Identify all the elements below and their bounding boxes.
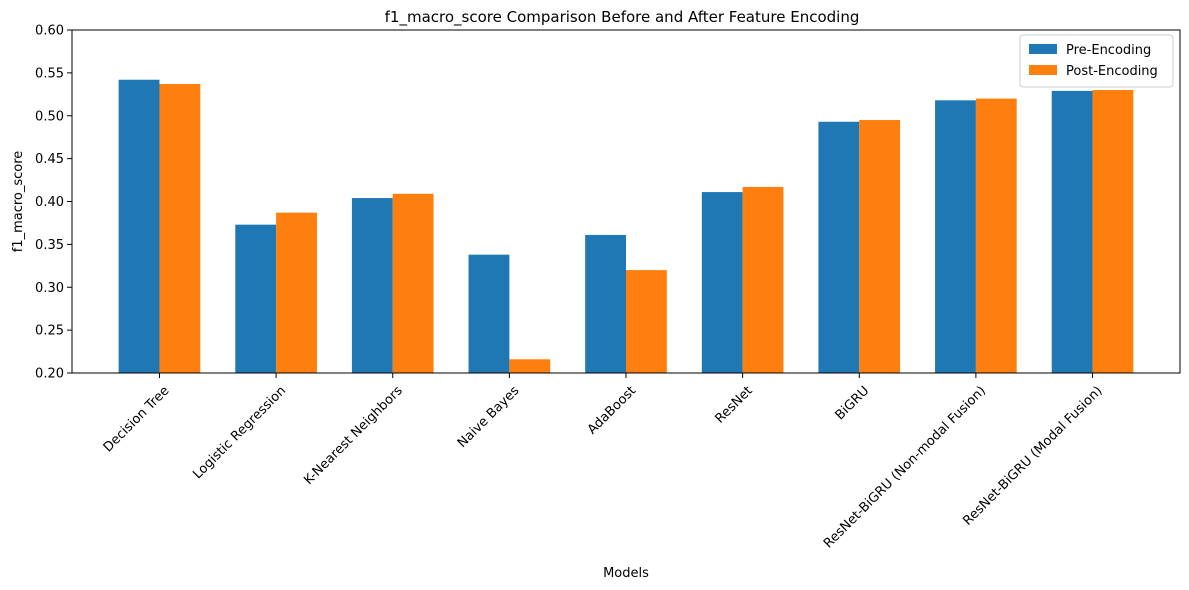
y-tick-label: 0.45 — [35, 152, 64, 167]
bar-post-encoding — [975, 98, 1017, 373]
bars-group — [118, 79, 1134, 374]
bar-post-encoding — [509, 359, 551, 373]
bar-post-encoding — [859, 120, 901, 373]
bar-post-encoding — [392, 193, 434, 373]
bar-pre-encoding — [935, 100, 976, 373]
bar-post-encoding — [626, 270, 667, 373]
x-tick-label: Decision Tree — [101, 383, 173, 455]
bar-pre-encoding — [818, 121, 860, 373]
legend-label: Post-Encoding — [1066, 64, 1158, 79]
y-tick-label: 0.25 — [35, 324, 64, 339]
bar-pre-encoding — [701, 192, 743, 373]
x-tick-label: ResNet — [713, 383, 756, 426]
y-tick-label: 0.60 — [35, 24, 64, 39]
x-tick-label: Logistic Regression — [190, 383, 289, 482]
x-tick-label: BiGRU — [833, 383, 873, 423]
x-tick-label: K-Nearest Neighbors — [301, 383, 406, 488]
bar-post-encoding — [1092, 90, 1134, 374]
bar-pre-encoding — [585, 234, 626, 373]
y-tick-label: 0.40 — [35, 195, 64, 210]
x-tick-label: ResNet-BiGRU (Modal Fusion) — [960, 383, 1105, 528]
y-tick-label: 0.30 — [35, 281, 64, 296]
y-tick-label: 0.55 — [35, 66, 64, 81]
bar-pre-encoding — [351, 198, 393, 373]
bar-post-encoding — [276, 212, 317, 373]
bar-pre-encoding — [1051, 90, 1093, 373]
y-tick-label: 0.35 — [35, 238, 64, 253]
chart-title: f1_macro_score Comparison Before and Aft… — [385, 8, 860, 27]
bar-pre-encoding — [468, 254, 510, 373]
x-tick-label: AdaBoost — [585, 383, 639, 437]
bar-post-encoding — [742, 186, 784, 373]
y-tick-label: 0.50 — [35, 109, 64, 124]
y-axis: 0.20 0.25 0.30 0.35 0.40 0.45 0.50 0.55 0.60 — [35, 24, 72, 382]
x-tick-label: Naive Bayes — [455, 383, 523, 451]
y-tick-label: 0.20 — [35, 367, 64, 382]
legend-swatch — [1029, 65, 1057, 75]
bar-pre-encoding — [118, 79, 160, 374]
legend-box — [1019, 34, 1174, 88]
x-axis: Decision Tree Logistic Regression K-Neares… — [101, 373, 1106, 551]
y-axis-title: f1_macro_score — [11, 151, 26, 253]
bar-pre-encoding — [235, 224, 277, 373]
legend-label: Pre-Encoding — [1066, 43, 1151, 58]
legend: Pre-Encoding Post-Encoding — [1019, 34, 1174, 88]
plot-frame — [71, 29, 1181, 374]
bar-post-encoding — [159, 84, 201, 374]
legend-swatch — [1029, 44, 1057, 54]
x-axis-title: Models — [603, 566, 649, 581]
